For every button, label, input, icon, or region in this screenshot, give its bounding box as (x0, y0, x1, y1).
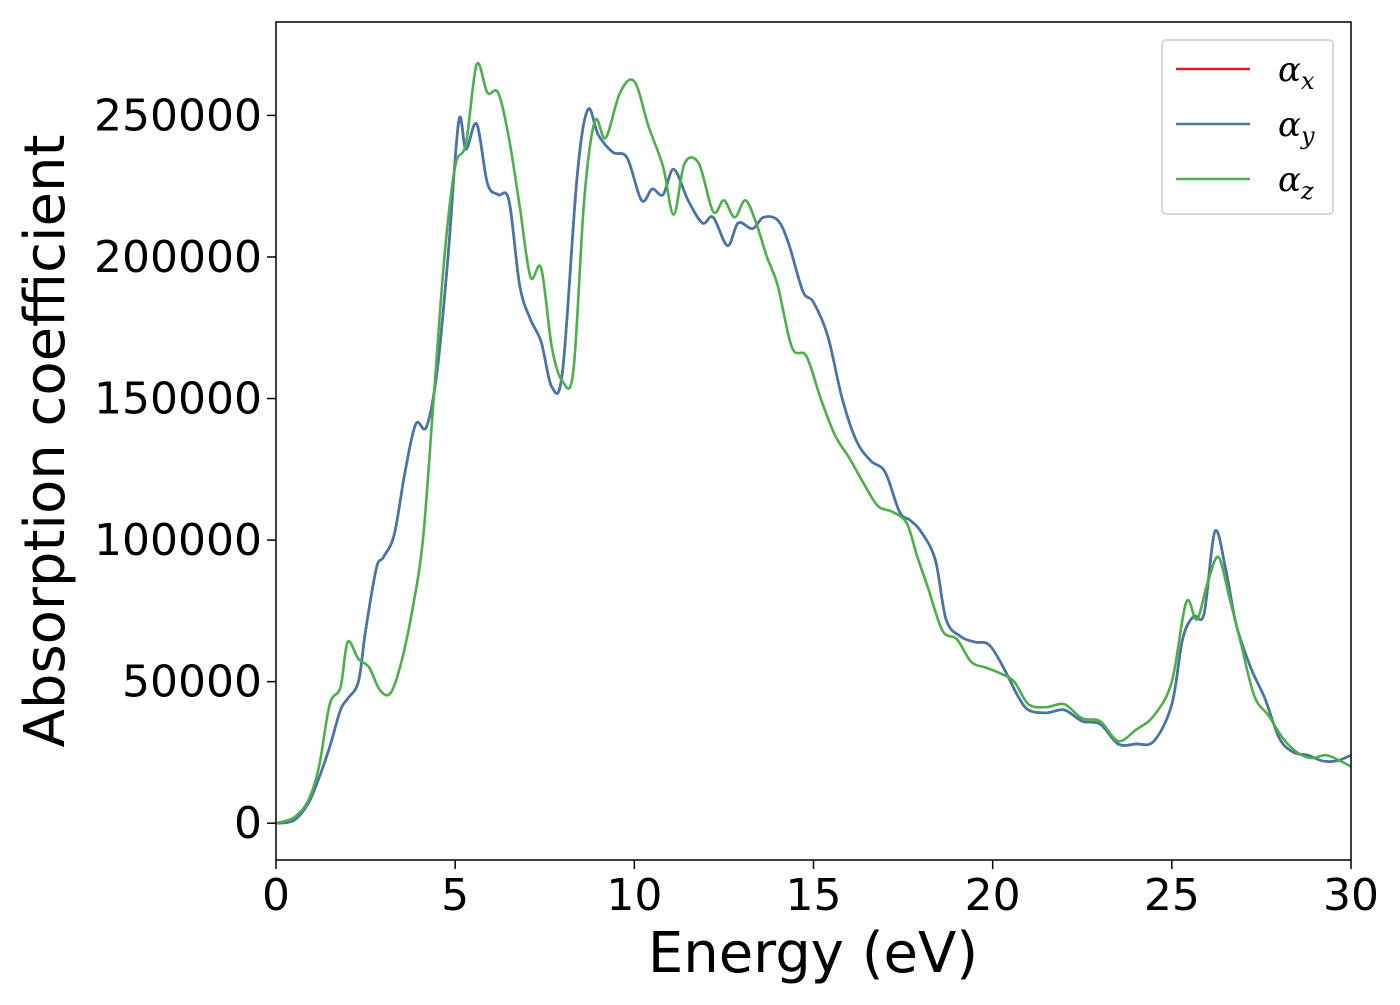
x-tick-label: 0 (262, 870, 290, 921)
legend-subscript-x: x (1301, 67, 1315, 95)
series-line-y (275, 107, 1352, 825)
y-tick-label: 150000 (94, 374, 262, 425)
y-tick-label: 100000 (94, 515, 262, 566)
series-line-x (275, 107, 1352, 825)
y-ticks: 0 50000 100000 150000 200000 250000 (94, 90, 276, 849)
y-tick-label: 200000 (94, 232, 262, 283)
legend-subscript-z: z (1300, 177, 1314, 205)
y-axis-label: Absorption coefficient (13, 135, 78, 748)
x-axis-label: Energy (eV) (648, 921, 978, 986)
x-tick-label: 10 (606, 870, 662, 921)
x-tick-label: 20 (965, 870, 1021, 921)
series-layer (275, 61, 1352, 825)
y-tick-label: 0 (234, 798, 262, 849)
legend-subscript-y: y (1300, 122, 1315, 150)
x-tick-label: 25 (1144, 870, 1200, 921)
x-tick-label: 15 (786, 870, 842, 921)
y-tick-label: 250000 (94, 90, 262, 141)
legend-box (1161, 39, 1334, 215)
x-ticks: 0 5 10 15 20 25 30 (262, 860, 1379, 921)
y-tick-label: 50000 (122, 657, 262, 708)
series-line-z (275, 61, 1352, 825)
x-tick-label: 30 (1323, 870, 1379, 921)
x-tick-label: 5 (441, 870, 469, 921)
